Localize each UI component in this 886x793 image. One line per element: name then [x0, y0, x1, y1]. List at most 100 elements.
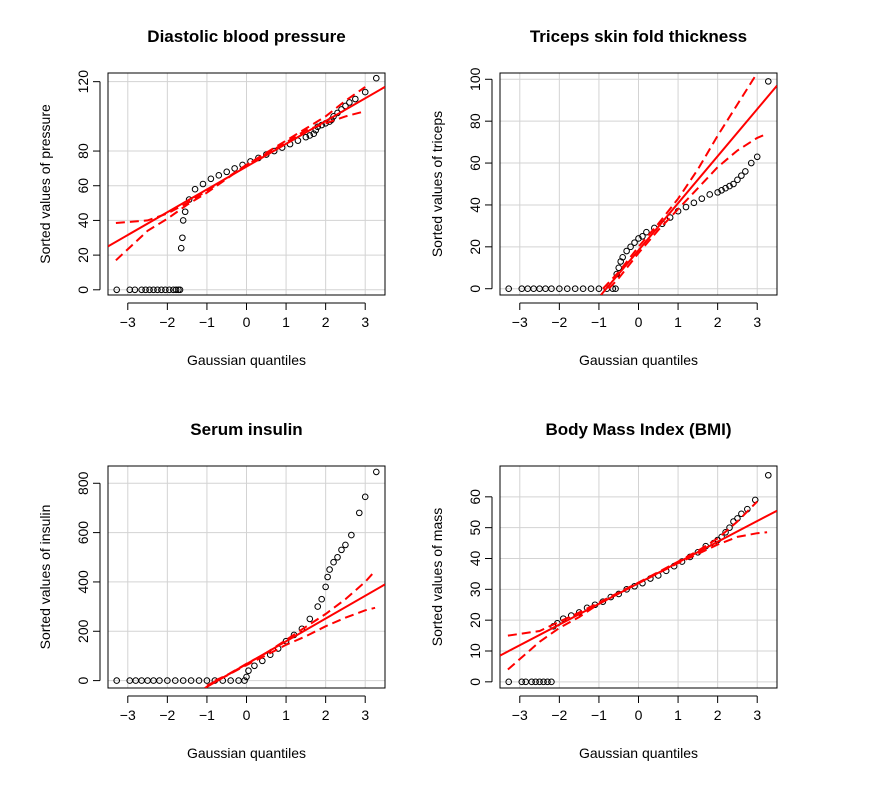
- data-point: [556, 285, 563, 293]
- data-point: [318, 595, 325, 603]
- data-point: [302, 133, 310, 141]
- data-point: [764, 471, 772, 479]
- data-point: [215, 172, 223, 179]
- data-point: [199, 180, 207, 188]
- data-point: [563, 285, 571, 293]
- x-tick-label: 2: [714, 707, 722, 723]
- data-point: [227, 677, 234, 684]
- data-point: [518, 678, 526, 686]
- reference-line: [600, 84, 777, 295]
- x-tick-label: 3: [753, 707, 761, 723]
- data-point: [195, 677, 203, 684]
- x-tick-label: −1: [199, 707, 215, 723]
- data-point: [348, 531, 355, 539]
- data-point: [635, 235, 642, 242]
- data-point: [372, 74, 380, 82]
- data-point: [330, 113, 337, 120]
- data-point: [722, 528, 729, 536]
- data-point: [587, 285, 595, 293]
- data-point: [722, 184, 729, 192]
- x-tick-label: −1: [199, 314, 215, 330]
- plot-frame: [499, 72, 778, 296]
- x-tick-label: 1: [282, 314, 290, 330]
- data-point: [612, 285, 619, 293]
- x-tick-label: 1: [674, 314, 682, 330]
- data-point: [330, 558, 337, 566]
- data-point: [310, 130, 318, 138]
- data-point: [372, 468, 380, 476]
- data-point: [753, 153, 761, 161]
- data-point: [726, 182, 733, 190]
- plot-frame: [107, 465, 386, 689]
- data-point: [172, 286, 180, 294]
- data-point: [266, 651, 274, 659]
- data-point: [154, 286, 161, 294]
- y-tick-label: 60: [467, 155, 483, 171]
- data-point: [505, 678, 513, 686]
- x-tick-label: 0: [635, 314, 643, 330]
- x-tick-label: −2: [159, 314, 175, 330]
- data-point: [706, 191, 714, 198]
- confidence-band-lower: [206, 606, 376, 687]
- data-point: [540, 678, 547, 686]
- data-point: [631, 239, 638, 246]
- data-point: [176, 286, 184, 294]
- x-tick-label: 3: [361, 707, 369, 723]
- data-point: [179, 217, 187, 224]
- x-tick-label: −2: [551, 314, 567, 330]
- y-tick-label: 40: [467, 197, 483, 213]
- data-point: [150, 286, 157, 294]
- data-point: [734, 176, 741, 184]
- data-point: [231, 165, 238, 172]
- data-point: [718, 186, 725, 194]
- x-tick-label: 2: [322, 314, 330, 330]
- data-point: [544, 678, 551, 686]
- x-tick-label: −3: [120, 707, 136, 723]
- data-point: [113, 677, 121, 684]
- y-tick-label: 40: [75, 212, 91, 228]
- data-point: [338, 546, 345, 554]
- confidence-band-upper: [507, 500, 758, 637]
- data-point: [571, 285, 579, 293]
- x-tick-label: 1: [282, 707, 290, 723]
- y-tick-label: 20: [75, 247, 91, 263]
- y-tick-label: 0: [75, 676, 91, 684]
- x-tick-label: 0: [243, 314, 251, 330]
- chart-title: Diastolic blood pressure: [147, 27, 345, 46]
- data-point: [179, 234, 186, 242]
- data-point: [355, 509, 363, 517]
- x-axis-label: Gaussian quantiles: [579, 745, 698, 761]
- data-point: [245, 667, 252, 675]
- data-point: [179, 677, 187, 684]
- x-tick-label: −3: [120, 314, 136, 330]
- panel-diastolic-blood-pressure: Diastolic blood pressure Gaussian quanti…: [37, 27, 386, 368]
- x-tick-label: 2: [714, 314, 722, 330]
- data-point: [698, 195, 706, 202]
- y-tick-label: 120: [75, 70, 91, 94]
- data-point: [166, 286, 173, 294]
- data-point: [747, 159, 755, 167]
- data-point: [528, 678, 535, 686]
- data-point: [361, 493, 369, 501]
- data-point: [142, 286, 149, 294]
- y-tick-label: 0: [467, 285, 483, 293]
- y-tick-label: 0: [467, 678, 483, 686]
- data-point: [113, 286, 121, 294]
- data-point: [690, 199, 698, 207]
- data-point: [342, 541, 349, 549]
- data-point: [203, 677, 211, 684]
- confidence-band-upper: [602, 73, 759, 290]
- data-point: [223, 168, 231, 176]
- data-point: [243, 673, 250, 681]
- data-point: [164, 677, 171, 684]
- y-axis-label: Sorted values of insulin: [37, 505, 53, 650]
- data-point: [171, 677, 179, 684]
- x-tick-label: −1: [591, 707, 607, 723]
- y-tick-label: 80: [75, 143, 91, 159]
- data-point: [548, 678, 555, 686]
- data-point: [251, 662, 258, 670]
- y-tick-label: 10: [467, 643, 483, 659]
- data-point: [627, 243, 634, 251]
- x-tick-label: −3: [512, 707, 528, 723]
- x-tick-label: −1: [591, 314, 607, 330]
